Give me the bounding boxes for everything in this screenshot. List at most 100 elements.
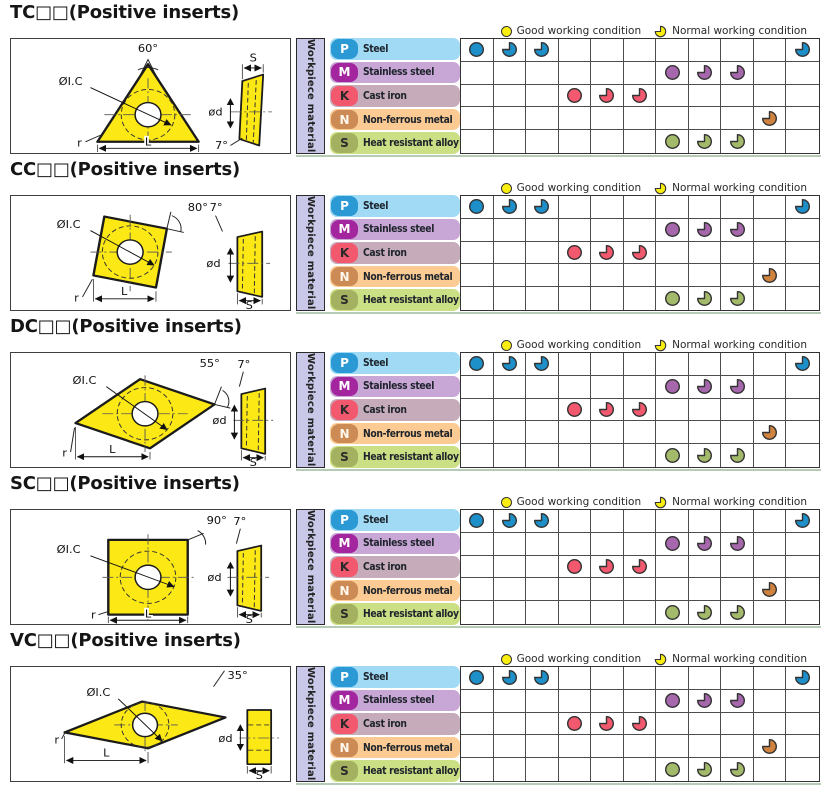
normal-condition-dot xyxy=(501,199,517,215)
condition-cell xyxy=(461,84,494,108)
condition-cell xyxy=(558,375,592,399)
condition-cell xyxy=(656,601,689,624)
condition-cell xyxy=(753,421,787,445)
condition-cell xyxy=(461,601,494,624)
insert-diagram-rhombus-80: 80° 7° ØI.C r L ød S xyxy=(10,195,291,311)
corner-radius-label: r xyxy=(91,609,96,622)
section-tc: TC□□(Positive inserts) Good working cond… xyxy=(0,0,821,157)
condition-cell xyxy=(526,375,559,399)
material-name-label: Steel xyxy=(363,670,389,683)
section-separator xyxy=(296,311,821,314)
condition-cell xyxy=(591,667,624,690)
hole-diameter-label: ød xyxy=(218,732,232,745)
normal-condition-dot xyxy=(729,536,745,552)
insert-diagram-rhombus-35: 35° ØI.C r L ød S xyxy=(10,666,291,782)
condition-cell xyxy=(721,578,754,602)
condition-cell xyxy=(656,353,689,376)
condition-cell xyxy=(624,130,657,153)
condition-cell xyxy=(753,39,787,62)
material-row-stainless-steel: M Stainless steel xyxy=(330,375,460,398)
condition-cell xyxy=(656,398,689,422)
condition-cell xyxy=(558,735,592,759)
condition-cell xyxy=(493,510,527,533)
material-row-non-ferrous-metal: N Non-ferrous metal xyxy=(330,108,460,131)
material-row-cast-iron: K Cast iron xyxy=(330,399,460,421)
condition-cell xyxy=(688,84,722,108)
material-name-label: Non-ferrous metal xyxy=(363,113,453,126)
condition-cell xyxy=(688,667,722,690)
condition-cell xyxy=(624,758,657,781)
condition-cell xyxy=(656,130,689,153)
material-rows: P Steel M Stainless steel K Cast iron N Non-fer… xyxy=(330,509,460,625)
condition-cell xyxy=(526,130,559,153)
insert-diagram-triangle: 60° ØI.C r L S ød 7° xyxy=(10,38,291,154)
condition-cell xyxy=(526,264,559,288)
condition-cell xyxy=(786,713,819,736)
condition-cell xyxy=(689,758,722,781)
condition-cell xyxy=(754,758,787,781)
condition-cell xyxy=(493,421,527,445)
legend: Good working condition Normal working co… xyxy=(500,338,807,352)
condition-cell xyxy=(753,241,787,265)
condition-cell xyxy=(623,84,657,108)
material-code-badge: N xyxy=(331,737,358,758)
normal-condition-icon xyxy=(654,25,667,37)
normal-condition-dot xyxy=(762,581,778,597)
condition-cell xyxy=(461,375,494,399)
material-code-badge: K xyxy=(331,714,358,734)
hole-diameter-label: ød xyxy=(207,571,221,584)
condition-cell xyxy=(526,689,559,713)
condition-cell xyxy=(688,61,722,85)
condition-cell xyxy=(461,735,494,759)
condition-cell xyxy=(558,398,592,422)
condition-cell xyxy=(526,444,559,467)
workpiece-material-header: Workpiece material xyxy=(296,195,325,311)
condition-cell xyxy=(786,690,819,713)
normal-condition-icon xyxy=(654,339,667,351)
condition-cell xyxy=(493,241,527,265)
material-name-label: Cast iron xyxy=(363,246,407,259)
condition-cell xyxy=(753,375,787,399)
normal-condition-dot xyxy=(729,693,745,709)
condition-cell xyxy=(526,353,559,376)
condition-cell xyxy=(494,130,527,153)
condition-cell xyxy=(754,130,787,153)
material-name-label: Stainless steel xyxy=(363,66,435,79)
material-row-heat-resistant-alloy: S Heat resistant alloy xyxy=(330,760,460,782)
inscribed-circle-label: ØI.C xyxy=(59,75,83,88)
condition-cell xyxy=(721,532,754,556)
normal-condition-dot xyxy=(599,558,615,574)
workpiece-material-text: Workpiece material xyxy=(305,510,316,624)
condition-cell xyxy=(461,107,494,131)
normal-condition-dot xyxy=(729,222,745,238)
normal-condition-dot xyxy=(697,448,713,464)
condition-cell xyxy=(786,219,819,242)
good-condition-dot xyxy=(664,605,680,621)
material-row-cast-iron: K Cast iron xyxy=(330,85,460,107)
edge-length-label: L xyxy=(121,285,128,298)
condition-cell xyxy=(591,241,624,265)
condition-cell xyxy=(753,532,787,556)
condition-cell xyxy=(558,578,592,602)
condition-cell xyxy=(591,398,624,422)
material-name-label: Steel xyxy=(363,199,389,212)
legend-good-label: Good working condition xyxy=(516,25,642,37)
condition-cell xyxy=(753,264,787,288)
relief-angle-label: 7° xyxy=(215,140,228,153)
material-condition-table: Workpiece material P Steel M Stainless stee… xyxy=(296,38,821,157)
condition-cell xyxy=(461,421,494,445)
condition-cell xyxy=(526,601,559,624)
condition-cell xyxy=(688,510,722,533)
material-name-label: Stainless steel xyxy=(363,223,435,236)
condition-cell xyxy=(493,578,527,602)
material-name-label: Cast iron xyxy=(363,89,407,102)
legend-good-label: Good working condition xyxy=(516,182,642,194)
condition-cell xyxy=(493,84,527,108)
condition-cell xyxy=(558,241,592,265)
condition-cell xyxy=(558,689,592,713)
condition-cell xyxy=(623,61,657,85)
condition-cell xyxy=(688,353,722,376)
normal-condition-dot xyxy=(631,87,647,103)
condition-cell xyxy=(786,196,819,219)
